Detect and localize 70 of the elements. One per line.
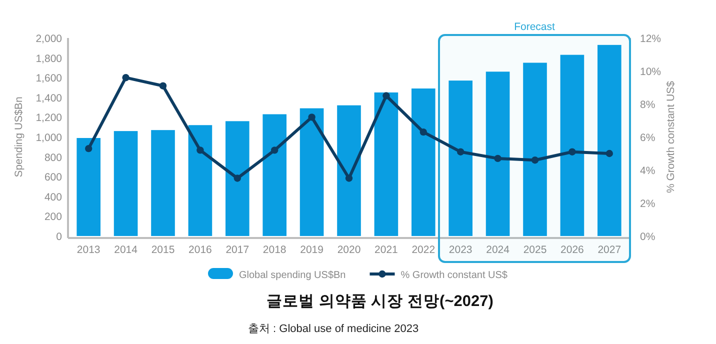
y-tick-label: 1,200 — [36, 112, 62, 124]
y-axis-title: Spending US$Bn — [13, 96, 25, 178]
bar — [560, 54, 584, 236]
y2-tick-label: 2% — [640, 198, 656, 210]
point — [271, 146, 278, 154]
x-tick-label: 2017 — [226, 244, 250, 256]
bar — [486, 72, 510, 236]
y-tick-label: 2,000 — [36, 33, 62, 45]
point — [308, 114, 316, 121]
x-tick-label: 2026 — [560, 244, 584, 256]
x-tick-label: 2021 — [374, 244, 398, 256]
bar — [76, 138, 101, 236]
y-tick-label: 400 — [44, 191, 62, 204]
point — [234, 174, 241, 182]
legend-label: % Growth constant US$ — [400, 270, 508, 281]
y2-tick-label: 8% — [640, 99, 656, 111]
band-label: Forecast — [514, 21, 555, 33]
point — [457, 148, 464, 156]
point — [159, 82, 167, 90]
point — [531, 156, 539, 164]
point — [85, 144, 92, 152]
x-tick-label: 2018 — [262, 244, 286, 256]
y-tick-label: 1,800 — [36, 52, 62, 65]
x-tick-label: 2025 — [523, 244, 547, 256]
y2-tick-label: 12% — [640, 33, 662, 45]
bar — [151, 130, 175, 236]
bar — [597, 44, 622, 236]
bar — [448, 80, 473, 236]
bar — [411, 88, 436, 236]
x-tick-label: 2022 — [412, 244, 436, 256]
x-tick-label: 2015 — [151, 244, 175, 256]
y2-axis-title: % Growth constant US$ — [665, 80, 677, 194]
bar — [225, 121, 250, 236]
text: 글로벌 의약품 시장 전망(~2027) — [266, 293, 494, 310]
point — [122, 74, 130, 82]
y-tick-label: 600 — [44, 172, 62, 184]
y2-tick-label: 4% — [640, 165, 656, 177]
point — [382, 92, 390, 100]
y-tick-label: 1,000 — [36, 132, 62, 144]
point — [568, 148, 576, 156]
point — [494, 154, 502, 162]
bar — [262, 114, 287, 236]
x-tick-label: 2013 — [76, 244, 100, 256]
x-tick-label: 2019 — [300, 244, 324, 256]
point — [345, 174, 353, 182]
y2-tick-label: 0% — [640, 231, 656, 243]
x-tick-label: 2014 — [114, 244, 138, 256]
x-tick-label: 2027 — [598, 244, 622, 256]
y-tick-label: 1,400 — [36, 92, 62, 104]
bar — [374, 92, 398, 236]
y-tick-label: 0 — [56, 231, 62, 243]
y2-tick-label: 6% — [640, 132, 656, 144]
x-tick-label: 2024 — [486, 244, 510, 256]
y-tick-label: 1,600 — [36, 72, 62, 85]
y-tick-label: 200 — [44, 211, 62, 224]
bar — [114, 131, 138, 236]
point — [420, 128, 427, 136]
point — [196, 146, 204, 154]
legend-label: Global spending US$Bn — [239, 270, 346, 281]
x-tick-label: 2023 — [448, 244, 472, 256]
x-tick-label: 2016 — [188, 244, 212, 256]
bar — [523, 62, 547, 236]
y2-tick-label: 10% — [640, 66, 662, 78]
bar — [188, 125, 212, 236]
bar — [337, 105, 361, 236]
y-tick-label: 800 — [44, 152, 62, 164]
x-tick-label: 2020 — [337, 244, 361, 256]
point — [606, 150, 613, 158]
bar — [300, 108, 324, 236]
source-note: 출처 : Global use of medicine 2023 — [248, 323, 419, 335]
